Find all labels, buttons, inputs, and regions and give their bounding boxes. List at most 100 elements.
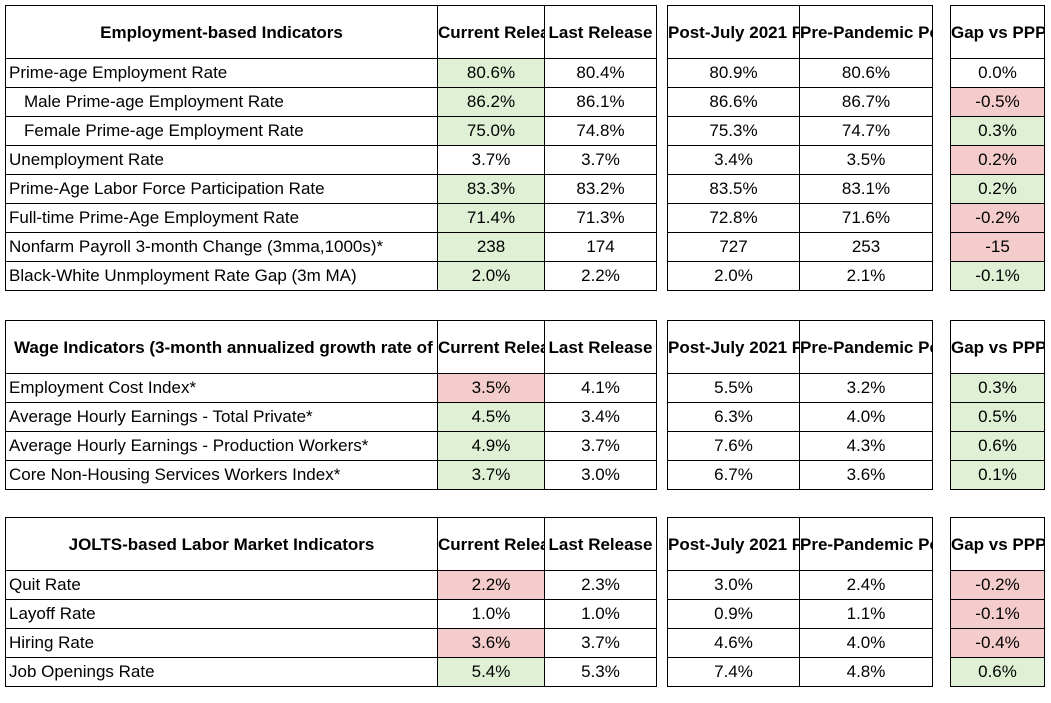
post-july-peak-value: 7.6% — [667, 431, 800, 461]
table-row: 0.1% — [950, 460, 1045, 490]
gap-vs-ppp-value: 0.0% — [950, 58, 1045, 88]
indicator-label: Male Prime-age Employment Rate — [5, 87, 438, 117]
current-release-value: 80.6% — [437, 58, 545, 88]
table-row: 727 253 — [667, 232, 933, 262]
col-header-gap: Gap vs PPP — [950, 517, 1045, 571]
post-july-peak-value: 727 — [667, 232, 800, 262]
table-row: -0.5% — [950, 87, 1045, 117]
post-july-peak-value: 7.4% — [667, 657, 800, 687]
table-row: Average Hourly Earnings - Production Wor… — [5, 431, 657, 461]
indicator-label: Black-White Unmployment Rate Gap (3m MA) — [5, 261, 438, 291]
post-july-peak-value: 6.7% — [667, 460, 800, 490]
last-release-value: 3.7% — [544, 431, 657, 461]
table-row: Black-White Unmployment Rate Gap (3m MA)… — [5, 261, 657, 291]
employment-section-title: Employment-based Indicators — [5, 5, 438, 59]
jolts-mid-body: 3.0% 2.4% 0.9% 1.1% 4.6% 4.0% 7.4% 4.8% — [667, 570, 933, 687]
jolts-indicators-mid-table: Post-July 2021 Peak Pre-Pandemic Peak 3.… — [667, 517, 933, 687]
table-row: 0.5% — [950, 402, 1045, 432]
last-release-value: 74.8% — [544, 116, 657, 146]
last-release-value: 3.0% — [544, 460, 657, 490]
gap-vs-ppp-value: -0.5% — [950, 87, 1045, 117]
table-row: 5.5% 3.2% — [667, 373, 933, 403]
col-header-last: Last Release — [544, 517, 657, 571]
last-release-value: 71.3% — [544, 203, 657, 233]
gap-vs-ppp-value: 0.5% — [950, 402, 1045, 432]
table-row: 86.6% 86.7% — [667, 87, 933, 117]
col-header-peak: Post-July 2021 Peak — [667, 320, 800, 374]
gap-vs-ppp-value: 0.2% — [950, 174, 1045, 204]
employment-left-body: Prime-age Employment Rate 80.6% 80.4% Male … — [5, 58, 657, 291]
pre-pandemic-peak-value: 2.4% — [799, 570, 933, 600]
employment-indicators-left-table: Employment-based Indicators Current Rele… — [5, 5, 657, 291]
employment-indicators-mid-table: Post-July 2021 Peak Pre-Pandemic Peak (P… — [667, 5, 933, 291]
table-row: Prime-age Employment Rate 80.6% 80.4% — [5, 58, 657, 88]
table-row: 0.2% — [950, 174, 1045, 204]
indicator-label: Prime-age Employment Rate — [5, 58, 438, 88]
table-row: -0.2% — [950, 203, 1045, 233]
current-release-value: 3.6% — [437, 628, 545, 658]
table-row: 0.3% — [950, 116, 1045, 146]
table-row: 0.6% — [950, 431, 1045, 461]
post-july-peak-value: 72.8% — [667, 203, 800, 233]
last-release-value: 3.4% — [544, 402, 657, 432]
table-row: Full-time Prime-Age Employment Rate 71.4%… — [5, 203, 657, 233]
table-row: Quit Rate 2.2% 2.3% — [5, 570, 657, 600]
post-july-peak-value: 4.6% — [667, 628, 800, 658]
table-row: 4.6% 4.0% — [667, 628, 933, 658]
pre-pandemic-peak-value: 83.1% — [799, 174, 933, 204]
table-row: Layoff Rate 1.0% 1.0% — [5, 599, 657, 629]
table-row: 3.4% 3.5% — [667, 145, 933, 175]
last-release-value: 3.7% — [544, 628, 657, 658]
current-release-value: 3.7% — [437, 145, 545, 175]
current-release-value: 75.0% — [437, 116, 545, 146]
indicator-label: Quit Rate — [5, 570, 438, 600]
jolts-gap-body: -0.2% -0.1% -0.4% 0.6% — [950, 570, 1045, 687]
post-july-peak-value: 75.3% — [667, 116, 800, 146]
gap-vs-ppp-value: 0.3% — [950, 373, 1045, 403]
gap-vs-ppp-value: -0.1% — [950, 599, 1045, 629]
post-july-peak-value: 86.6% — [667, 87, 800, 117]
gap-vs-ppp-value: 0.1% — [950, 460, 1045, 490]
table-row: 6.3% 4.0% — [667, 402, 933, 432]
post-july-peak-value: 80.9% — [667, 58, 800, 88]
indicator-label: Unemployment Rate — [5, 145, 438, 175]
gap-vs-ppp-value: 0.6% — [950, 657, 1045, 687]
indicator-label: Average Hourly Earnings - Total Private* — [5, 402, 438, 432]
wage-mid-body: 5.5% 3.2% 6.3% 4.0% 7.6% 4.3% 6.7% 3.6% — [667, 373, 933, 490]
last-release-value: 86.1% — [544, 87, 657, 117]
gap-vs-ppp-value: -0.2% — [950, 570, 1045, 600]
employment-gap-body: 0.0% -0.5% 0.3% 0.2% 0.2% -0.2% -15 -0.1% — [950, 58, 1045, 291]
current-release-value: 5.4% — [437, 657, 545, 687]
table-row: Male Prime-age Employment Rate 86.2% 86.1% — [5, 87, 657, 117]
gap-vs-ppp-value: -0.1% — [950, 261, 1045, 291]
post-july-peak-value: 5.5% — [667, 373, 800, 403]
table-row: Unemployment Rate 3.7% 3.7% — [5, 145, 657, 175]
col-header-ppp: Pre-Pandemic Peak — [799, 517, 933, 571]
table-row: 2.0% 2.1% — [667, 261, 933, 291]
table-row: -0.4% — [950, 628, 1045, 658]
table-row: 72.8% 71.6% — [667, 203, 933, 233]
pre-pandemic-peak-value: 4.3% — [799, 431, 933, 461]
current-release-value: 3.7% — [437, 460, 545, 490]
col-header-gap: Gap vs PPP — [950, 5, 1045, 59]
table-row: 3.0% 2.4% — [667, 570, 933, 600]
indicator-label: Job Openings Rate — [5, 657, 438, 687]
post-july-peak-value: 0.9% — [667, 599, 800, 629]
table-row: 75.3% 74.7% — [667, 116, 933, 146]
table-row: Average Hourly Earnings - Total Private*… — [5, 402, 657, 432]
pre-pandemic-peak-value: 2.1% — [799, 261, 933, 291]
table-row: Prime-Age Labor Force Participation Rate… — [5, 174, 657, 204]
gap-vs-ppp-value: 0.6% — [950, 431, 1045, 461]
current-release-value: 3.5% — [437, 373, 545, 403]
indicator-label: Layoff Rate — [5, 599, 438, 629]
wage-section-title: Wage Indicators (3-month annualized grow… — [5, 320, 438, 374]
jolts-section-title: JOLTS-based Labor Market Indicators — [5, 517, 438, 571]
post-july-peak-value: 83.5% — [667, 174, 800, 204]
current-release-value: 2.0% — [437, 261, 545, 291]
last-release-value: 4.1% — [544, 373, 657, 403]
jolts-indicators-left-table: JOLTS-based Labor Market Indicators Curr… — [5, 517, 657, 687]
current-release-value: 4.5% — [437, 402, 545, 432]
pre-pandemic-peak-value: 80.6% — [799, 58, 933, 88]
post-july-peak-value: 6.3% — [667, 402, 800, 432]
col-header-ppp: Pre-Pandemic Peak (PPP) — [799, 5, 933, 59]
